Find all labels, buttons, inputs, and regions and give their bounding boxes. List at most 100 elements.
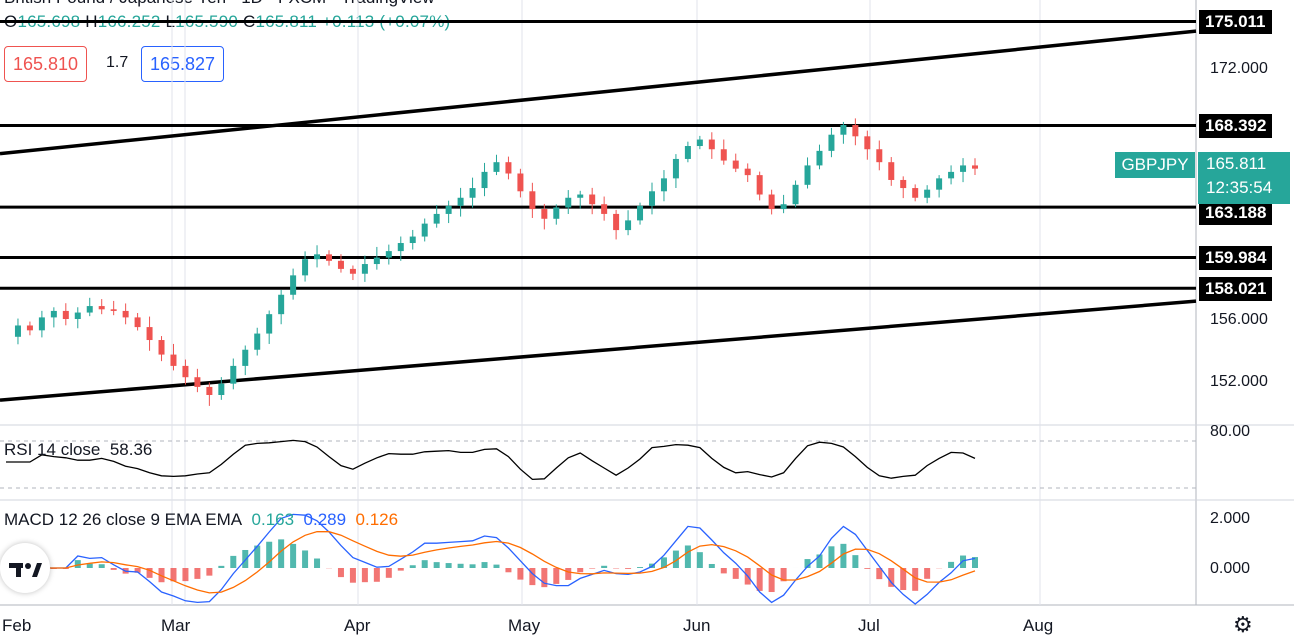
- level-label: 159.984: [1199, 246, 1273, 270]
- macd-hist-bar: [852, 555, 859, 568]
- macd-hist-bar: [804, 559, 811, 568]
- rsi-value: 58.36: [109, 440, 153, 459]
- candle: [158, 340, 165, 355]
- candle: [385, 251, 392, 258]
- macd-hist-bar: [660, 557, 667, 568]
- macd-hist-bar: [828, 546, 835, 568]
- macd-hist-bar: [218, 565, 225, 568]
- macd-hist-bar: [445, 563, 452, 568]
- macd-hist-bar: [601, 565, 608, 568]
- candle: [50, 310, 57, 318]
- candle: [38, 317, 45, 331]
- candle: [696, 139, 703, 147]
- macd-hist-bar: [278, 539, 285, 568]
- macd-hist-bar: [529, 568, 536, 586]
- candle: [708, 139, 715, 150]
- candle: [912, 188, 919, 198]
- macd-hist-bar: [361, 568, 368, 583]
- candle: [290, 275, 297, 295]
- macd-hist-bar: [337, 568, 344, 578]
- time-tick: Feb: [2, 616, 32, 635]
- macd-hist-bar: [625, 568, 632, 569]
- candle: [553, 207, 560, 219]
- macd-hist-bar: [900, 568, 907, 591]
- candle: [649, 191, 655, 206]
- candle: [445, 205, 452, 214]
- candle: [122, 310, 129, 318]
- candle: [565, 197, 572, 208]
- buy-button[interactable]: 165.827: [141, 46, 225, 82]
- candle: [601, 204, 608, 214]
- macd-hist-bar: [481, 562, 488, 568]
- macd-hist-bar: [134, 568, 141, 573]
- candle: [337, 260, 344, 269]
- spread-value: 1.7: [106, 54, 129, 71]
- macd-hist-bar: [230, 555, 237, 568]
- candle: [98, 306, 105, 310]
- candle: [230, 365, 237, 384]
- last-price: 165.811: [1206, 154, 1267, 173]
- candle: [505, 162, 512, 174]
- macd-legend[interactable]: MACD 12 26 close 9 EMA EMA 0.163 0.289 0…: [4, 510, 399, 529]
- rsi-legend[interactable]: RSI 14 close 58.36: [4, 440, 153, 459]
- tradingview-logo[interactable]: [0, 543, 50, 593]
- candle: [589, 194, 596, 205]
- candle: [900, 179, 907, 189]
- macd-line: [6, 513, 976, 605]
- candle: [720, 149, 727, 161]
- macd-hist-bar: [373, 568, 380, 582]
- candle: [361, 264, 368, 274]
- candle: [349, 268, 356, 274]
- macd-hist-bar: [409, 565, 416, 568]
- time-tick: Jul: [858, 616, 880, 635]
- candle: [613, 213, 620, 231]
- macd-hist-bar: [541, 568, 548, 588]
- time-tick: Mar: [161, 616, 191, 635]
- macd-hist-bar: [780, 568, 787, 582]
- candle: [780, 204, 787, 210]
- macd-hist-bar: [720, 568, 727, 574]
- candle: [218, 383, 225, 395]
- macd-hist-bar: [182, 568, 189, 582]
- gear-icon[interactable]: ⚙: [1233, 612, 1253, 637]
- macd-hist-bar: [517, 568, 524, 580]
- macd-hist-bar: [565, 568, 572, 580]
- macd-hist-bar: [266, 541, 273, 568]
- macd-hist-bar: [146, 568, 153, 578]
- candle: [26, 325, 33, 331]
- macd-hist-bar: [170, 568, 177, 582]
- candle: [110, 309, 117, 311]
- macd-hist-bar: [948, 561, 955, 568]
- sell-button[interactable]: 165.810: [4, 46, 88, 82]
- candle: [684, 146, 691, 159]
- macd-hist-bar: [912, 568, 919, 591]
- last-price-badge: 165.811 12:35:54: [1198, 152, 1290, 204]
- candle: [732, 160, 739, 169]
- rsi-line: [6, 439, 976, 481]
- macd-hist-bar: [242, 549, 249, 568]
- macd-hist-bar: [74, 560, 81, 568]
- candle: [74, 312, 81, 320]
- candle: [170, 354, 177, 366]
- candle: [62, 310, 69, 320]
- candle: [660, 178, 667, 192]
- macd-hist-bar: [864, 568, 871, 569]
- macd-hist-bar: [314, 558, 321, 568]
- macd-hist-bar: [589, 568, 596, 569]
- macd-hist-bar: [86, 563, 93, 568]
- candle: [86, 306, 93, 313]
- macd-signal-line: [6, 530, 976, 594]
- price-tick: 156.000: [1210, 311, 1268, 328]
- macd-hist-bar: [876, 568, 883, 580]
- macd-hist-bar: [840, 543, 847, 568]
- candle: [936, 178, 943, 190]
- level-label: 163.188: [1199, 201, 1273, 225]
- candle: [242, 349, 249, 366]
- candle: [302, 259, 309, 276]
- candle: [828, 134, 835, 151]
- macd-hist-bar: [888, 568, 895, 587]
- candle: [373, 257, 380, 265]
- macd-hist-bar: [960, 555, 967, 568]
- candle: [756, 175, 763, 195]
